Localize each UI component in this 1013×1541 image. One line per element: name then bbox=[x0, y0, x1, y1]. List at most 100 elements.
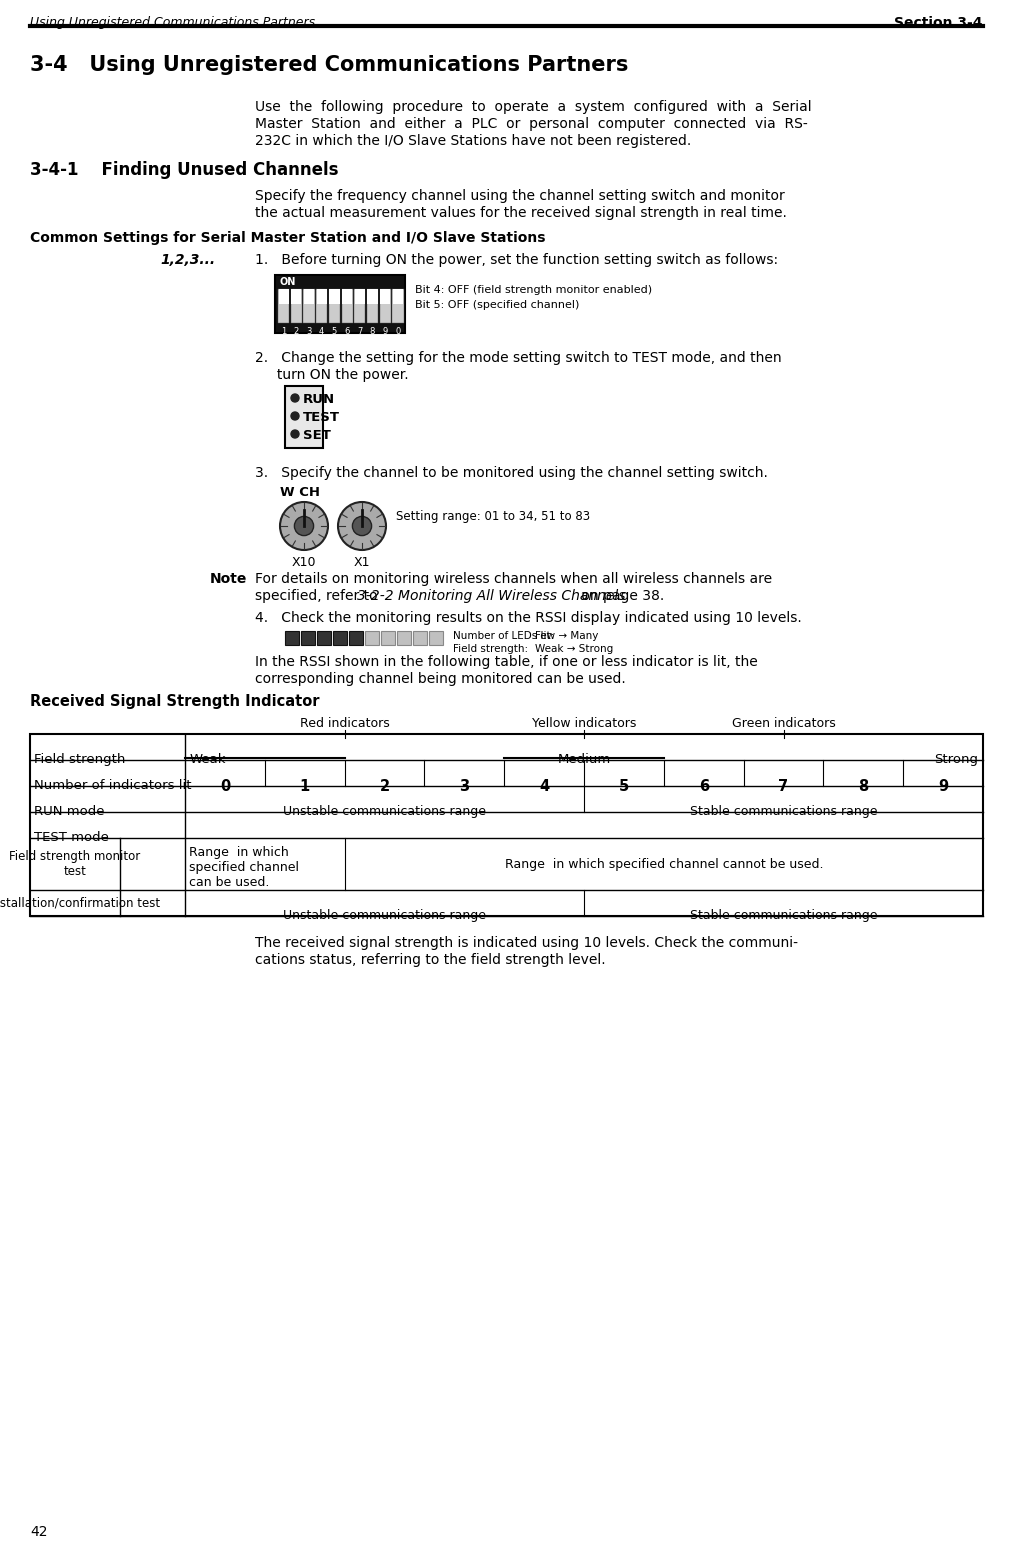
Text: 4: 4 bbox=[319, 327, 324, 336]
Text: cations status, referring to the field strength level.: cations status, referring to the field s… bbox=[255, 952, 606, 968]
Bar bbox=[291, 290, 302, 324]
Text: 1.   Before turning ON the power, set the function setting switch as follows:: 1. Before turning ON the power, set the … bbox=[255, 253, 778, 267]
Text: Common Settings for Serial Master Station and I/O Slave Stations: Common Settings for Serial Master Statio… bbox=[30, 231, 545, 245]
Bar bbox=[317, 290, 327, 304]
Bar bbox=[329, 290, 339, 304]
Text: Number of LEDs lit:: Number of LEDs lit: bbox=[453, 630, 554, 641]
Text: Bit 4: OFF (field strength monitor enabled): Bit 4: OFF (field strength monitor enabl… bbox=[415, 285, 652, 294]
Bar bbox=[380, 290, 391, 324]
Bar bbox=[275, 274, 405, 333]
Bar bbox=[279, 290, 289, 304]
Text: 9: 9 bbox=[383, 327, 388, 336]
Text: 6: 6 bbox=[699, 780, 709, 794]
Bar bbox=[316, 290, 327, 324]
Circle shape bbox=[291, 411, 299, 421]
Text: 2: 2 bbox=[294, 327, 299, 336]
Text: Use  the  following  procedure  to  operate  a  system  configured  with  a  Ser: Use the following procedure to operate a… bbox=[255, 100, 811, 114]
Bar bbox=[355, 290, 365, 304]
Text: Bit 5: OFF (specified channel): Bit 5: OFF (specified channel) bbox=[415, 300, 579, 310]
Text: RUN mode: RUN mode bbox=[34, 804, 104, 818]
Text: the actual measurement values for the received signal strength in real time.: the actual measurement values for the re… bbox=[255, 206, 787, 220]
Text: Master  Station  and  either  a  PLC  or  personal  computer  connected  via  RS: Master Station and either a PLC or perso… bbox=[255, 117, 807, 131]
Text: Specify the frequency channel using the channel setting switch and monitor: Specify the frequency channel using the … bbox=[255, 190, 785, 203]
Text: Medium: Medium bbox=[557, 754, 611, 766]
Bar bbox=[413, 630, 427, 646]
Text: Green indicators: Green indicators bbox=[731, 717, 836, 730]
Bar bbox=[30, 734, 983, 915]
Bar bbox=[381, 630, 395, 646]
Text: X10: X10 bbox=[292, 556, 316, 569]
Circle shape bbox=[338, 502, 386, 550]
Bar bbox=[285, 385, 323, 448]
Text: 2.   Change the setting for the mode setting switch to TEST mode, and then: 2. Change the setting for the mode setti… bbox=[255, 351, 782, 365]
Text: 3-4-1    Finding Unused Channels: 3-4-1 Finding Unused Channels bbox=[30, 160, 338, 179]
Text: 9: 9 bbox=[938, 780, 948, 794]
Text: Yellow indicators: Yellow indicators bbox=[532, 717, 636, 730]
Text: corresponding channel being monitored can be used.: corresponding channel being monitored ca… bbox=[255, 672, 626, 686]
Bar bbox=[349, 630, 363, 646]
Text: Section 3-4: Section 3-4 bbox=[894, 15, 983, 29]
Text: 1,2,3...: 1,2,3... bbox=[160, 253, 215, 267]
Text: turn ON the power.: turn ON the power. bbox=[255, 368, 408, 382]
Circle shape bbox=[291, 394, 299, 402]
Text: 3-4   Using Unregistered Communications Partners: 3-4 Using Unregistered Communications Pa… bbox=[30, 55, 628, 76]
Text: For details on monitoring wireless channels when all wireless channels are: For details on monitoring wireless chann… bbox=[255, 572, 772, 586]
Bar bbox=[291, 290, 302, 304]
Circle shape bbox=[295, 516, 314, 536]
Text: TEST mode: TEST mode bbox=[34, 831, 108, 844]
Text: W CH: W CH bbox=[280, 485, 320, 499]
Text: Strong: Strong bbox=[934, 754, 978, 766]
Bar bbox=[333, 630, 347, 646]
Text: 1: 1 bbox=[281, 327, 287, 336]
Text: 7: 7 bbox=[778, 780, 788, 794]
Bar bbox=[342, 290, 353, 304]
Text: Red indicators: Red indicators bbox=[300, 717, 389, 730]
Text: Stable communications range: Stable communications range bbox=[690, 909, 877, 922]
Text: TEST: TEST bbox=[303, 411, 340, 424]
Bar bbox=[329, 290, 340, 324]
Text: 5: 5 bbox=[619, 780, 629, 794]
Bar bbox=[304, 290, 314, 304]
Text: Number of indicators lit: Number of indicators lit bbox=[34, 780, 191, 792]
Text: Stable communications range: Stable communications range bbox=[690, 804, 877, 818]
Bar bbox=[301, 630, 315, 646]
Circle shape bbox=[353, 516, 372, 536]
Text: 6: 6 bbox=[344, 327, 349, 336]
Text: 0: 0 bbox=[220, 780, 230, 794]
Text: Few → Many: Few → Many bbox=[535, 630, 599, 641]
Text: on page 38.: on page 38. bbox=[577, 589, 665, 603]
Text: specified, refer to: specified, refer to bbox=[255, 589, 382, 603]
Text: Range  in which
specified channel
can be used.: Range in which specified channel can be … bbox=[189, 846, 299, 889]
Bar bbox=[367, 290, 378, 324]
Bar bbox=[341, 290, 353, 324]
Text: In the RSSI shown in the following table, if one or less indicator is lit, the: In the RSSI shown in the following table… bbox=[255, 655, 758, 669]
Text: RUN: RUN bbox=[303, 393, 335, 405]
Text: Installation/confirmation test: Installation/confirmation test bbox=[0, 897, 161, 909]
Text: SET: SET bbox=[303, 428, 331, 442]
Text: Unstable communications range: Unstable communications range bbox=[283, 909, 486, 922]
Text: Field strength: Field strength bbox=[34, 754, 126, 766]
Text: Weak → Strong: Weak → Strong bbox=[535, 644, 613, 653]
Text: 3: 3 bbox=[306, 327, 312, 336]
Bar bbox=[278, 290, 289, 324]
Text: 0: 0 bbox=[395, 327, 400, 336]
Text: 232C in which the I/O Slave Stations have not been registered.: 232C in which the I/O Slave Stations hav… bbox=[255, 134, 691, 148]
Text: 4.   Check the monitoring results on the RSSI display indicated using 10 levels.: 4. Check the monitoring results on the R… bbox=[255, 610, 801, 626]
Text: Received Signal Strength Indicator: Received Signal Strength Indicator bbox=[30, 693, 319, 709]
Circle shape bbox=[291, 430, 299, 438]
Text: X1: X1 bbox=[354, 556, 370, 569]
Text: Using Unregistered Communications Partners: Using Unregistered Communications Partne… bbox=[30, 15, 315, 29]
Text: 3-2-2 Monitoring All Wireless Channels: 3-2-2 Monitoring All Wireless Channels bbox=[357, 589, 625, 603]
Bar bbox=[380, 290, 390, 304]
Bar bbox=[397, 630, 411, 646]
Bar bbox=[304, 290, 315, 324]
Text: 8: 8 bbox=[370, 327, 375, 336]
Text: 4: 4 bbox=[539, 780, 549, 794]
Text: Note: Note bbox=[210, 572, 247, 586]
Circle shape bbox=[280, 502, 328, 550]
Text: 5: 5 bbox=[332, 327, 337, 336]
Text: 3.   Specify the channel to be monitored using the channel setting switch.: 3. Specify the channel to be monitored u… bbox=[255, 465, 768, 479]
Text: Setting range: 01 to 34, 51 to 83: Setting range: 01 to 34, 51 to 83 bbox=[396, 510, 591, 522]
Text: Unstable communications range: Unstable communications range bbox=[283, 804, 486, 818]
Text: Range  in which specified channel cannot be used.: Range in which specified channel cannot … bbox=[504, 857, 823, 871]
